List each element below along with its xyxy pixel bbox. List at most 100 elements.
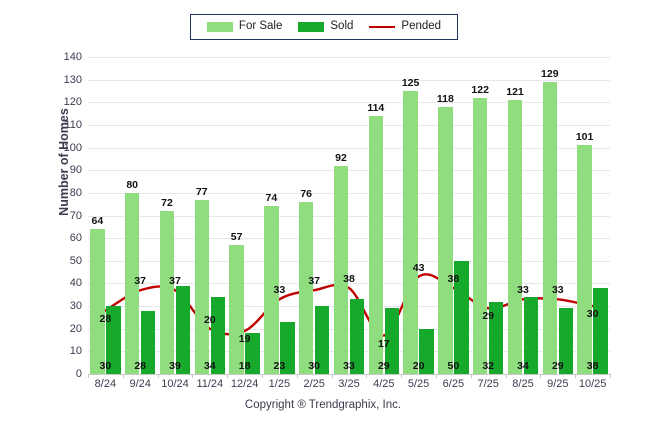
bar-for-sale[interactable]	[194, 199, 210, 374]
x-axis-tick-label: 1/25	[268, 378, 291, 390]
legend-label-pended: Pended	[401, 20, 442, 33]
copyright-footer: Copyright ® Trendgraphix, Inc.	[244, 399, 402, 411]
x-axis-tick-label: 9/25	[547, 378, 569, 390]
x-axis-tick-mark	[296, 374, 298, 378]
gridline	[88, 238, 610, 240]
pended-value-label: 37	[308, 275, 321, 288]
bar-value-sold: 30	[99, 360, 112, 372]
bar-for-sale[interactable]	[472, 97, 488, 374]
x-axis-tick-mark	[331, 374, 333, 378]
bar-value-for-sale: 57	[230, 230, 243, 243]
x-axis-tick-mark	[401, 374, 403, 378]
bar-for-sale[interactable]	[333, 165, 349, 374]
pended-value-label: 37	[134, 275, 147, 288]
bar-value-for-sale: 64	[91, 215, 104, 228]
bar-for-sale[interactable]	[403, 90, 418, 374]
y-axis-tick-label: 120	[63, 96, 82, 109]
x-axis-tick-label: 8/25	[512, 378, 534, 390]
x-axis-tick-mark	[610, 374, 611, 378]
bar-sold[interactable]	[419, 328, 434, 374]
pended-value-label: 43	[412, 261, 425, 274]
bar-for-sale[interactable]	[159, 210, 175, 374]
gridline	[88, 147, 610, 149]
x-axis-tick-mark	[575, 374, 577, 378]
x-axis-tick-mark	[366, 374, 368, 378]
bar-sold[interactable]	[488, 301, 504, 374]
y-axis-tick-label: 90	[69, 164, 82, 177]
y-axis-tick-label: 130	[63, 73, 82, 86]
pended-value-label: 17	[377, 337, 390, 350]
bar-value-for-sale: 92	[335, 151, 347, 164]
x-axis-tick-mark	[122, 374, 124, 378]
bar-value-for-sale: 121	[506, 86, 524, 99]
gridline	[88, 102, 610, 104]
x-axis-tick-mark	[262, 374, 263, 378]
sold-swatch-icon	[298, 22, 325, 32]
y-axis-tick-label: 30	[69, 300, 82, 313]
x-axis-tick-label: 3/25	[338, 378, 360, 390]
gridline	[88, 57, 610, 58]
bar-sold[interactable]	[593, 287, 608, 374]
y-axis-tick-label: 10	[69, 345, 82, 358]
bar-sold[interactable]	[245, 333, 260, 374]
bar-value-sold: 34	[517, 360, 529, 372]
bar-sold[interactable]	[454, 260, 469, 374]
bar-sold[interactable]	[175, 285, 191, 374]
bar-value-for-sale: 72	[161, 196, 173, 209]
legend-item-pended[interactable]: Pended	[369, 21, 441, 33]
bar-value-for-sale: 74	[265, 192, 278, 205]
bar-sold[interactable]	[523, 297, 539, 374]
bar-for-sale[interactable]	[438, 106, 453, 374]
pended-value-label: 30	[586, 308, 599, 321]
pended-value-label: 38	[343, 272, 355, 285]
y-axis-tick-label: 70	[69, 209, 82, 222]
pended-value-label: 19	[238, 332, 251, 345]
x-axis-tick-label: 6/25	[442, 378, 465, 390]
legend-label-sold: Sold	[330, 20, 354, 33]
bar-sold[interactable]	[558, 308, 574, 374]
gridline	[88, 79, 610, 81]
chart-legend: For Sale Sold Pended	[190, 14, 458, 40]
x-axis-tick-mark	[192, 374, 194, 378]
gridline	[88, 351, 610, 353]
x-axis-tick-mark	[227, 374, 229, 378]
bar-for-sale[interactable]	[124, 192, 140, 374]
bar-value-sold: 38	[586, 360, 599, 372]
bar-for-sale[interactable]	[298, 201, 314, 374]
pended-value-label: 28	[99, 312, 112, 325]
bar-value-sold: 29	[551, 360, 564, 372]
bar-for-sale[interactable]	[229, 244, 244, 374]
gridline	[88, 374, 610, 375]
y-axis-tick-label: 0	[75, 368, 82, 380]
bar-value-sold: 23	[273, 360, 286, 372]
bar-sold[interactable]	[280, 321, 295, 374]
x-axis-tick-label: 9/24	[129, 378, 151, 390]
bar-for-sale[interactable]	[542, 81, 558, 374]
bar-sold[interactable]	[349, 299, 365, 374]
bar-value-for-sale: 122	[471, 83, 489, 96]
x-axis-tick-label: 10/24	[161, 378, 189, 390]
y-axis-tick-label: 100	[63, 141, 82, 154]
bar-for-sale[interactable]	[264, 206, 279, 374]
bar-sold[interactable]	[140, 310, 156, 374]
pended-value-label: 33	[273, 284, 286, 297]
legend-item-sold[interactable]: Sold	[298, 21, 353, 33]
bar-sold[interactable]	[314, 306, 330, 374]
x-axis-tick-mark	[505, 374, 507, 378]
plot-area: 64 30 80 28 72 39 77 34 57 18 74 23 76 30 92 33 114 29 125…	[88, 57, 610, 375]
pended-value-label: 38	[447, 272, 460, 285]
legend-item-for-sale[interactable]: For Sale	[206, 21, 282, 33]
bar-sold[interactable]	[384, 308, 400, 374]
bar-value-for-sale: 125	[401, 76, 420, 89]
x-axis-tick-label: 5/25	[407, 378, 430, 390]
pended-value-label: 29	[482, 310, 495, 323]
y-axis-tick-label: 110	[64, 118, 82, 131]
x-axis-tick-label: 4/25	[373, 378, 395, 390]
bar-sold[interactable]	[210, 297, 226, 374]
bar-for-sale[interactable]	[90, 229, 105, 374]
bar-for-sale[interactable]	[368, 115, 384, 374]
bar-for-sale[interactable]	[507, 100, 523, 374]
bar-sold[interactable]	[106, 306, 121, 374]
bar-for-sale[interactable]	[577, 145, 592, 374]
